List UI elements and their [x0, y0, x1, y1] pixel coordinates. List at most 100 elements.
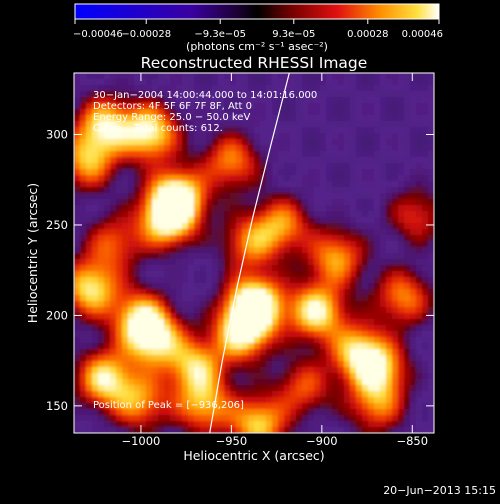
heatmap-cell: [122, 91, 129, 98]
heatmap-cell: [110, 259, 117, 266]
heatmap-cell: [368, 211, 375, 218]
heatmap-cell: [176, 253, 183, 260]
heatmap-cell: [188, 283, 195, 290]
heatmap-cell: [422, 217, 429, 224]
heatmap-cell: [326, 289, 333, 296]
heatmap-cell: [206, 397, 213, 404]
heatmap-cell: [104, 385, 111, 392]
heatmap-cell: [326, 151, 333, 158]
heatmap-cell: [164, 391, 171, 398]
heatmap-cell: [146, 301, 153, 308]
heatmap-cell: [116, 355, 123, 362]
heatmap-cell: [188, 229, 195, 236]
heatmap-cell: [92, 415, 99, 422]
heatmap-cell: [176, 121, 183, 128]
heatmap-cell: [410, 247, 417, 254]
heatmap-cell: [230, 73, 237, 80]
heatmap-cell: [194, 349, 201, 356]
heatmap-cell: [398, 337, 405, 344]
heatmap-cell: [380, 277, 387, 284]
heatmap-cell: [386, 421, 393, 428]
heatmap-cell: [416, 427, 423, 433]
heatmap-cell: [236, 301, 243, 308]
heatmap-cell: [182, 349, 189, 356]
heatmap-cell: [320, 427, 327, 433]
heatmap-cell: [368, 247, 375, 254]
heatmap-cell: [200, 181, 207, 188]
heatmap-cell: [356, 271, 363, 278]
heatmap-cell: [86, 127, 93, 134]
heatmap-cell: [212, 265, 219, 272]
heatmap-cell: [326, 85, 333, 92]
heatmap-cell: [158, 409, 165, 416]
heatmap-cell: [380, 259, 387, 266]
heatmap-cell: [404, 205, 411, 212]
heatmap-cell: [272, 109, 279, 116]
heatmap-cell: [428, 331, 434, 338]
heatmap-cell: [356, 79, 363, 86]
heatmap-cell: [224, 283, 231, 290]
heatmap-cell: [134, 211, 141, 218]
heatmap-cell: [212, 367, 219, 374]
heatmap-cell: [152, 283, 159, 290]
heatmap-cell: [350, 253, 357, 260]
heatmap-cell: [218, 421, 225, 428]
heatmap-cell: [260, 169, 267, 176]
heatmap-cell: [314, 211, 321, 218]
heatmap-cell: [380, 355, 387, 362]
heatmap-cell: [80, 241, 87, 248]
heatmap-cell: [428, 217, 434, 224]
heatmap-cell: [332, 217, 339, 224]
heatmap-cell: [332, 397, 339, 404]
heatmap-cell: [110, 373, 117, 380]
heatmap-cell: [212, 187, 219, 194]
heatmap-cell: [344, 259, 351, 266]
heatmap-cell: [188, 241, 195, 248]
heatmap-cell: [314, 187, 321, 194]
heatmap-cell: [110, 349, 117, 356]
heatmap-cell: [122, 391, 129, 398]
heatmap-cell: [308, 355, 315, 362]
heatmap-cell: [110, 145, 117, 152]
heatmap-cell: [152, 397, 159, 404]
heatmap-cell: [242, 421, 249, 428]
heatmap-cell: [104, 133, 111, 140]
heatmap-cell: [260, 295, 267, 302]
heatmap-cell: [386, 211, 393, 218]
heatmap-cell: [110, 211, 117, 218]
heatmap-cell: [410, 181, 417, 188]
heatmap-cell: [242, 391, 249, 398]
heatmap-cell: [236, 79, 243, 86]
heatmap-cell: [398, 109, 405, 116]
heatmap-cell: [122, 325, 129, 332]
heatmap-cell: [176, 427, 183, 433]
heatmap-cell: [200, 325, 207, 332]
heatmap-cell: [332, 235, 339, 242]
heatmap-cell: [230, 313, 237, 320]
heatmap-cell: [320, 217, 327, 224]
heatmap-cell: [116, 217, 123, 224]
heatmap-cell: [248, 97, 255, 104]
heatmap-cell: [272, 85, 279, 92]
heatmap-cell: [236, 307, 243, 314]
heatmap-cell: [284, 151, 291, 158]
heatmap-cell: [80, 217, 87, 224]
heatmap-cell: [296, 289, 303, 296]
heatmap-cell: [128, 139, 135, 146]
heatmap-cell: [380, 349, 387, 356]
heatmap-cell: [278, 85, 285, 92]
heatmap-cell: [74, 241, 81, 248]
heatmap-cell: [404, 97, 411, 104]
heatmap-cell: [362, 361, 369, 368]
heatmap-cell: [356, 157, 363, 164]
heatmap-cell: [398, 229, 405, 236]
heatmap-cell: [80, 385, 87, 392]
heatmap-cell: [176, 181, 183, 188]
heatmap-cell: [380, 325, 387, 332]
heatmap-cell: [272, 181, 279, 188]
heatmap-cell: [92, 277, 99, 284]
heatmap-cell: [398, 313, 405, 320]
heatmap-cell: [404, 265, 411, 272]
heatmap-cell: [308, 91, 315, 98]
heatmap-cell: [236, 91, 243, 98]
